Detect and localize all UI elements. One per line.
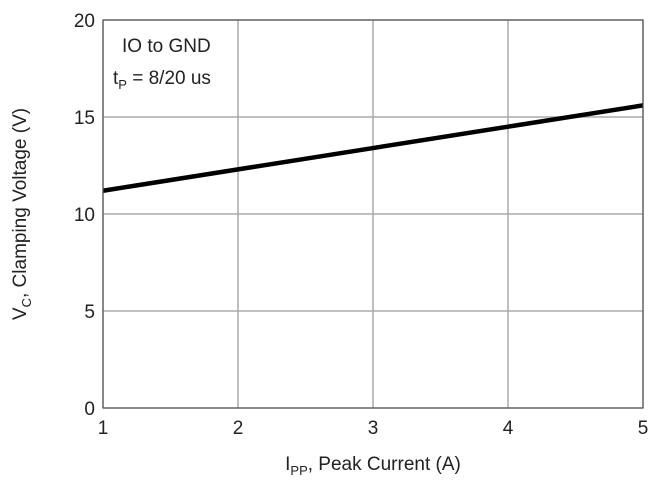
y-tick-label: 10 [74, 205, 95, 226]
series-layer [102, 103, 644, 193]
x-tick-label: 3 [368, 418, 379, 439]
y-tick-label: 20 [74, 11, 95, 32]
x-tick-label: 1 [98, 418, 109, 439]
plot-frame [102, 19, 644, 409]
x-tick-label: 4 [503, 418, 514, 439]
x-axis-title: IPP, Peak Current (A) [285, 454, 461, 478]
x-tick-label: 5 [638, 418, 649, 439]
y-tick-label: 15 [74, 108, 95, 129]
y-tick-labels: 0 5 10 15 20 [74, 11, 95, 420]
clamping-voltage-line [102, 103, 644, 193]
x-tick-label: 2 [233, 418, 244, 439]
annotation-pulse-spec: tP = 8/20 us [113, 68, 211, 92]
y-tick-label: 5 [84, 302, 95, 323]
y-axis-title: VC, Clamping Voltage (V) [10, 108, 34, 320]
y-tick-label: 0 [84, 399, 95, 420]
x-tick-labels: 1 2 3 4 5 [98, 418, 649, 439]
annotation-io-to-gnd: IO to GND [122, 36, 211, 57]
